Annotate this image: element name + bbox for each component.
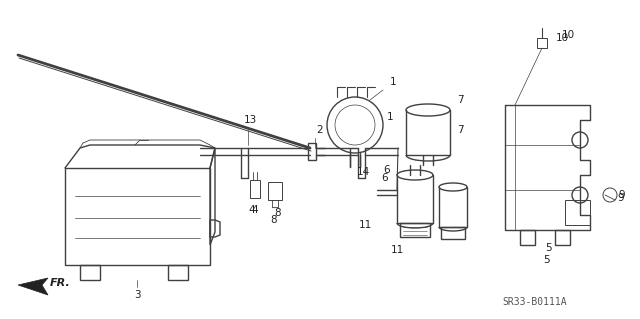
Text: 14: 14: [356, 167, 370, 177]
Text: FR.: FR.: [50, 278, 70, 288]
Text: 7: 7: [457, 95, 463, 105]
Text: 4: 4: [249, 205, 255, 215]
Text: 8: 8: [275, 208, 282, 218]
Text: 4: 4: [252, 205, 259, 215]
Text: 6: 6: [381, 173, 388, 183]
Text: 5: 5: [545, 243, 551, 253]
Text: 8: 8: [271, 215, 277, 225]
Text: 7: 7: [457, 125, 463, 135]
Text: 6: 6: [384, 165, 390, 175]
Text: 1: 1: [390, 77, 396, 87]
Text: 9: 9: [619, 190, 625, 200]
Text: 9: 9: [618, 193, 624, 203]
Text: 11: 11: [358, 220, 372, 230]
Text: 3: 3: [134, 290, 140, 300]
Text: 5: 5: [544, 255, 550, 265]
Text: SR33-B0111A: SR33-B0111A: [502, 297, 567, 307]
Text: 10: 10: [561, 30, 575, 40]
Text: 1: 1: [387, 112, 394, 122]
Polygon shape: [18, 278, 48, 295]
Text: 10: 10: [556, 33, 568, 43]
Text: 11: 11: [390, 245, 404, 255]
Text: 2: 2: [317, 125, 323, 135]
Text: 13: 13: [243, 115, 257, 125]
